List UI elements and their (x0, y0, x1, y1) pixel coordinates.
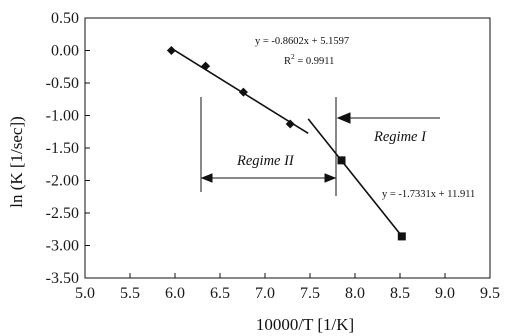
x-tick-label: 8.0 (345, 285, 365, 302)
x-tick-label: 5.0 (75, 285, 95, 302)
y-tick-label: -0.50 (46, 75, 79, 92)
trendline-1-equation: y = -0.8602x + 5.1597 (255, 36, 349, 47)
square-marker (397, 232, 406, 241)
x-tick-labels: 5.0 5.5 6.0 6.5 7.0 7.5 8.0 8.5 9.0 9.5 (75, 285, 500, 302)
y-tick-label: -2.50 (46, 205, 79, 222)
x-tick-label: 7.5 (300, 285, 320, 302)
diamond-marker (201, 61, 211, 71)
r-squared-label: R2 = 0.9911 (284, 52, 334, 67)
trendline-1 (170, 47, 309, 135)
regime-ii-arrow-left-head (200, 173, 213, 183)
y-tick-label: -2.00 (46, 173, 79, 190)
y-tick-label: -1.50 (46, 140, 79, 157)
y-tick-labels: 0.50 0.00 -0.50 -1.00 -1.50 -2.00 -2.50 -3.00 -3… (46, 10, 79, 287)
r-squared-value: = 0.9911 (295, 56, 335, 67)
regime-ii-label: Regime II (236, 153, 295, 169)
trendlines (170, 47, 403, 237)
regime-i-label: Regime I (373, 129, 427, 145)
diamond-marker (166, 46, 176, 55)
trendline-2-equation: y = -1.7331x + 11.911 (382, 189, 475, 200)
regime-ii-arrow-right-head (324, 173, 337, 183)
y-tick-label: -1.00 (46, 108, 79, 125)
x-tick-label: 6.5 (210, 285, 230, 302)
data-markers (166, 46, 406, 241)
axes (84, 17, 491, 279)
regime-annotations (200, 97, 440, 196)
x-tick-label: 6.0 (165, 285, 185, 302)
r-squared-superscript: 2 (291, 52, 295, 61)
x-tick-label: 7.0 (255, 285, 275, 302)
x-tick-label: 8.5 (390, 285, 410, 302)
x-tick-label: 9.0 (435, 285, 455, 302)
square-marker (337, 156, 346, 165)
x-tick-label: 5.5 (120, 285, 140, 302)
y-tick-label: 0.00 (51, 43, 79, 60)
r-squared-letter: R (284, 56, 291, 67)
diamond-marker (238, 87, 248, 97)
diamond-marker (285, 119, 295, 129)
y-axis-title: ln (K [1/sec]) (7, 116, 26, 208)
y-axis-title-text: ln (K [1/sec]) (7, 116, 26, 208)
y-tick-label: -3.00 (46, 238, 79, 255)
y-tick-label: -3.50 (46, 270, 79, 287)
y-tick-label: 0.50 (51, 10, 79, 27)
x-tick-label: 9.5 (480, 285, 500, 302)
regime-i-arrow-head (336, 112, 351, 124)
trendline-2 (307, 118, 403, 237)
x-axis-title: 10000/T [1/K] (256, 315, 354, 334)
